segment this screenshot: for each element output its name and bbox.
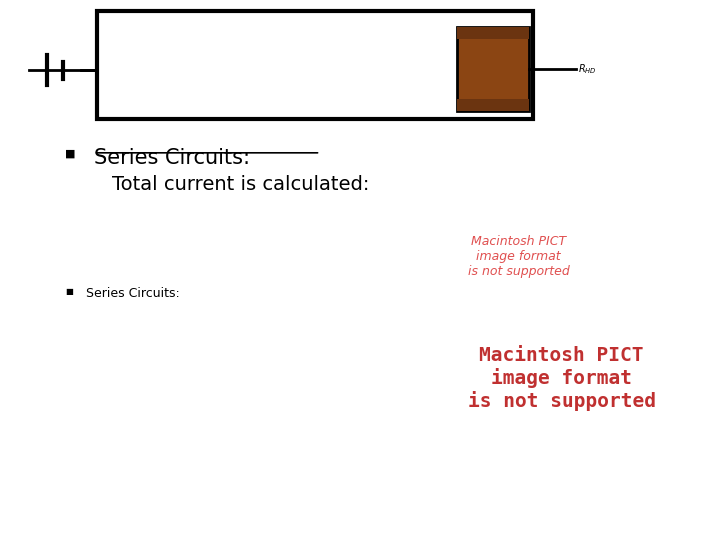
Text: ■: ■: [65, 148, 76, 159]
Text: ■: ■: [65, 287, 73, 296]
Text: Series Circuits:: Series Circuits:: [86, 287, 180, 300]
Text: Series Circuits:: Series Circuits:: [94, 148, 250, 168]
Text: Total current is calculated:: Total current is calculated:: [112, 176, 369, 194]
Bar: [457, 99, 529, 111]
Bar: [457, 27, 529, 39]
Text: Macintosh PICT
image format
is not supported: Macintosh PICT image format is not suppo…: [467, 235, 570, 278]
Text: $R_{HD}$: $R_{HD}$: [578, 62, 597, 76]
Text: Macintosh PICT
image format
is not supported: Macintosh PICT image format is not suppo…: [467, 346, 656, 411]
Bar: [97, 11, 533, 119]
Bar: [457, 27, 529, 111]
